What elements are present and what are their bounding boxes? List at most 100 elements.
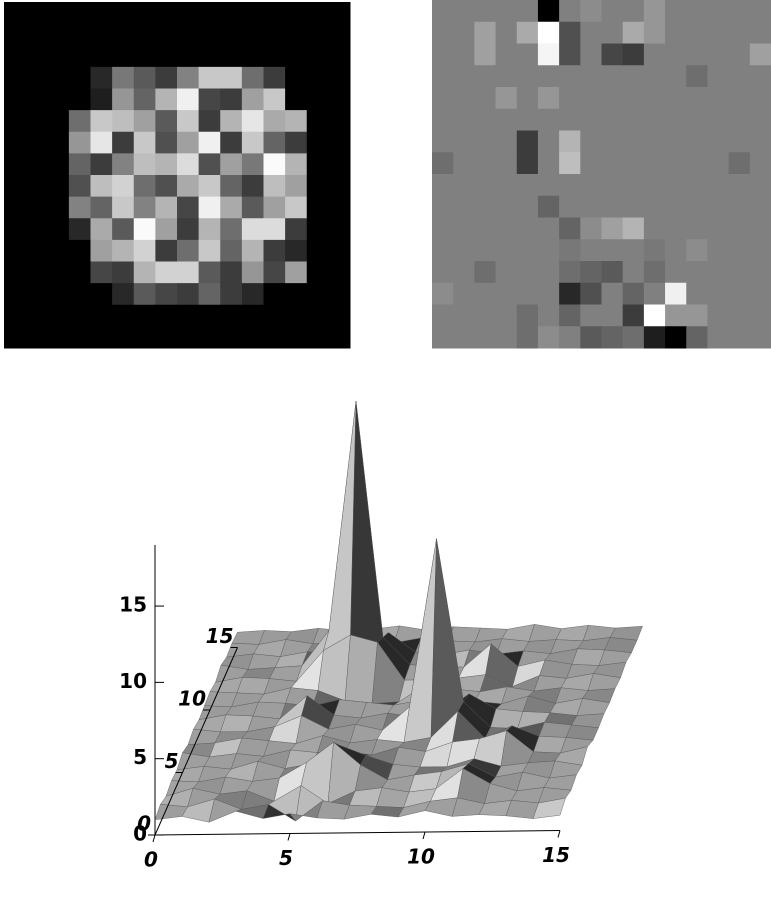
pixel — [580, 87, 602, 110]
pixel — [686, 261, 708, 284]
pixel — [306, 45, 329, 68]
pixel — [601, 239, 624, 262]
pixel — [47, 45, 70, 68]
pixel — [686, 304, 708, 327]
pixel — [495, 21, 518, 44]
pixel — [580, 217, 602, 240]
pixel — [453, 130, 475, 153]
x-tick-label: 10 — [407, 845, 435, 869]
pixel — [474, 130, 497, 153]
pixel — [559, 21, 581, 44]
y-tick-label: 15 — [206, 624, 234, 648]
pixel — [285, 110, 308, 133]
pixel — [537, 195, 560, 218]
pixel — [559, 239, 581, 262]
pixel — [665, 239, 687, 262]
pixel — [601, 282, 624, 305]
pixel — [559, 217, 581, 240]
pixel — [241, 66, 264, 89]
pixel — [155, 153, 178, 176]
pixel — [198, 283, 221, 306]
pixel — [559, 65, 581, 88]
pixel — [495, 65, 518, 88]
pixel — [198, 326, 221, 349]
pixel — [432, 152, 454, 175]
pixel — [198, 45, 221, 68]
pixel — [241, 196, 264, 219]
pixel — [25, 261, 48, 284]
pixel — [707, 195, 730, 218]
pixel — [495, 152, 518, 175]
pixel — [263, 261, 286, 284]
pixel — [432, 65, 454, 88]
pixel — [601, 261, 624, 284]
pixel — [453, 65, 475, 88]
pixel — [25, 66, 48, 89]
pixel — [580, 21, 602, 44]
pixel — [133, 218, 156, 241]
pixel — [90, 2, 113, 25]
pixel — [68, 218, 91, 241]
pixel — [25, 304, 48, 327]
pixel — [665, 65, 687, 88]
pixel — [68, 45, 91, 68]
pixel — [241, 110, 264, 133]
pixel — [177, 261, 200, 284]
pixel — [68, 304, 91, 327]
pixel — [112, 218, 135, 241]
pixel — [707, 65, 730, 88]
pixel — [220, 326, 243, 349]
pixel — [643, 43, 666, 66]
pixel — [25, 175, 48, 198]
pixel — [177, 66, 200, 89]
pixel — [328, 23, 351, 46]
pixel — [25, 2, 48, 25]
pixel — [622, 152, 645, 175]
pixel — [133, 283, 156, 306]
pixel — [68, 239, 91, 262]
surface-patch — [236, 677, 270, 695]
pixel — [643, 304, 666, 327]
pixel — [4, 304, 27, 327]
pixel — [155, 304, 178, 327]
pixel — [47, 196, 70, 219]
pixel — [749, 0, 771, 23]
pixel — [665, 217, 687, 240]
pixel — [601, 326, 624, 349]
pixel — [4, 153, 27, 176]
pixel — [728, 87, 751, 110]
pixel — [4, 131, 27, 154]
pixel — [516, 239, 539, 262]
x-tick — [422, 831, 426, 840]
pixel — [749, 152, 771, 175]
pixel — [516, 217, 539, 240]
pixel — [328, 88, 351, 111]
pixel — [643, 130, 666, 153]
pixel — [453, 304, 475, 327]
pixel — [707, 174, 730, 197]
pixel — [453, 282, 475, 305]
pixel — [622, 326, 645, 349]
pixel — [47, 304, 70, 327]
pixel — [559, 174, 581, 197]
pixel — [749, 130, 771, 153]
pixel — [686, 282, 708, 305]
pixel — [749, 108, 771, 131]
pixel — [90, 131, 113, 154]
pixel — [112, 326, 135, 349]
pixel — [241, 304, 264, 327]
pixel — [474, 108, 497, 131]
z-tick-label: 10 — [119, 669, 147, 693]
pixel — [516, 195, 539, 218]
pixel — [622, 282, 645, 305]
pixel — [47, 66, 70, 89]
pixel — [559, 261, 581, 284]
pixel — [68, 283, 91, 306]
pixel — [177, 175, 200, 198]
pixel — [328, 2, 351, 25]
pixel — [728, 261, 751, 284]
pixel — [177, 2, 200, 25]
pixel — [220, 23, 243, 46]
x-tick-label: 0 — [144, 848, 158, 872]
pixel — [306, 218, 329, 241]
